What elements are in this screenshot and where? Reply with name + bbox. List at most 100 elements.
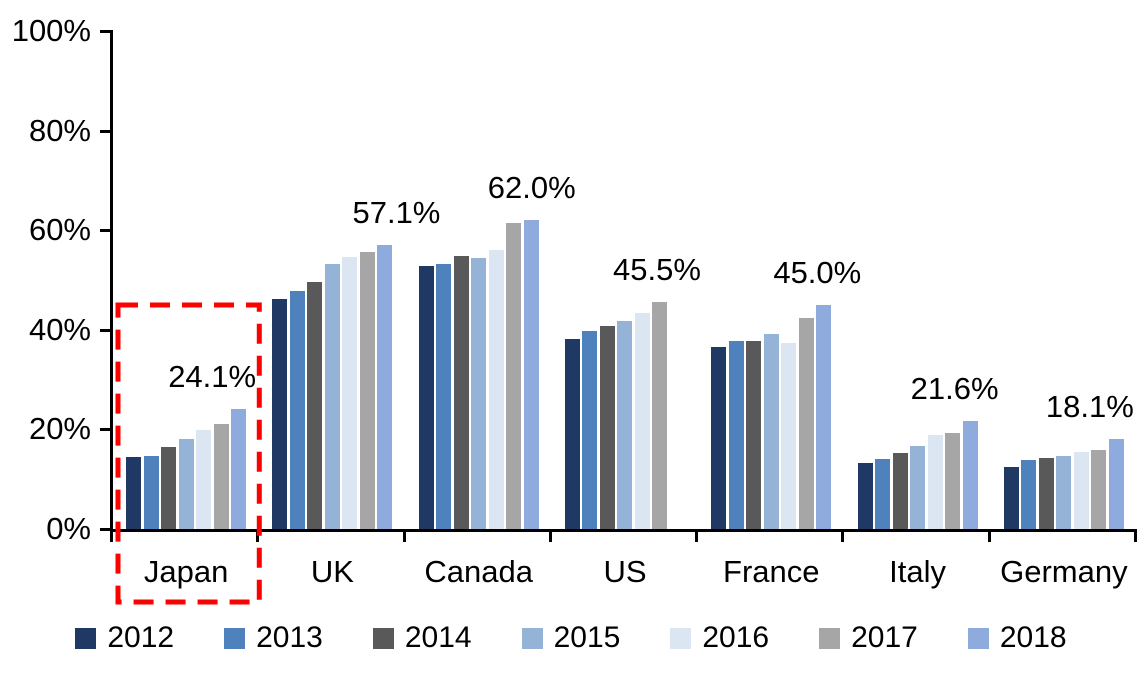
bar-italy-2018 [962,421,978,529]
bar-canada-2018 [523,220,539,529]
y-tick-mark [100,129,113,133]
category-label-italy: Italy [889,554,946,589]
category-label-us: US [603,554,647,589]
bar-japan-2012 [126,456,142,529]
bar-group-france [698,31,844,529]
bar-germany-2015 [1056,455,1072,529]
legend-label-2013: 2013 [256,621,323,654]
bar-italy-2017 [945,433,961,529]
x-tick-mark [1134,529,1137,542]
legend-label-2014: 2014 [404,621,472,654]
legend-item-2016: 2016 [670,621,769,655]
bar-italy-2013 [875,459,891,529]
legend-swatch-2018 [967,627,989,649]
legend-label-2017: 2017 [851,621,918,654]
bar-group-canada [406,31,552,529]
bar-us-2016 [634,313,650,529]
x-tick-mark [256,529,260,542]
legend-label-2018: 2018 [999,621,1067,654]
bar-france-2017 [798,318,814,529]
x-tick-mark [841,529,845,542]
bar-canada-2013 [436,264,452,529]
bar-japan-2018 [231,408,247,529]
bar-us-2015 [617,320,633,529]
y-tick-label: 20% [28,411,91,447]
y-axis [110,31,113,532]
legend-swatch-2017 [819,627,841,649]
x-tick-mark [987,529,991,542]
data-label-germany: 18.1% [1045,388,1134,424]
legend-item-2012: 2012 [75,621,174,655]
data-label-japan: 24.1% [168,358,257,394]
y-tick-mark [100,30,113,33]
y-tick-label: 0% [46,511,91,546]
bar-japan-2016 [196,429,212,529]
bar-japan-2013 [143,455,159,529]
bar-germany-2014 [1038,457,1054,529]
bar-group-japan [113,31,259,529]
legend: 2012 2013 2014 2015 2016 2017 2018 [0,621,1142,655]
bar-group-italy [844,31,990,529]
y-tick-mark [100,528,113,531]
bar-france-2012 [711,347,727,529]
category-label-uk: UK [310,554,354,589]
y-tick-label: 100% [11,13,91,48]
bar-us-2012 [564,338,580,529]
legend-label-2016: 2016 [702,621,770,654]
bar-italy-2014 [892,452,908,529]
legend-label-2015: 2015 [553,621,621,654]
data-label-us: 45.5% [613,252,701,288]
bar-italy-2015 [910,445,926,529]
bar-canada-2016 [488,250,504,529]
bar-japan-2014 [161,446,177,529]
y-tick-mark [100,229,113,233]
bar-france-2013 [728,341,744,529]
legend-item-2013: 2013 [224,621,323,655]
x-tick-mark [110,529,113,542]
data-label-canada: 62.0% [487,170,576,206]
bar-germany-2018 [1108,438,1124,529]
bar-canada-2014 [453,256,469,529]
category-label-canada: Canada [424,554,533,589]
legend-swatch-2013 [224,627,246,649]
bar-group-uk [259,31,405,529]
x-tick-mark [402,529,406,542]
bar-uk-2013 [289,291,305,529]
legend-swatch-2015 [521,627,543,649]
legend-swatch-2012 [75,627,97,649]
y-tick-label: 80% [28,112,91,148]
legend-swatch-2016 [670,627,692,649]
bar-germany-2016 [1073,452,1089,529]
bar-us-2013 [582,330,598,529]
bar-us-2017 [652,302,668,529]
bar-japan-2017 [213,424,229,529]
y-tick-label: 40% [28,311,91,347]
y-tick-label: 60% [28,212,91,248]
bar-us-2014 [599,325,615,529]
bar-france-2015 [763,333,779,529]
bar-uk-2012 [272,298,288,529]
bar-canada-2017 [506,222,522,529]
bar-italy-2012 [857,463,873,529]
bar-germany-2013 [1021,460,1037,529]
bar-uk-2014 [307,281,323,529]
data-label-uk: 57.1% [352,194,441,230]
category-label-japan: Japan [143,554,229,589]
category-label-france: France [723,554,820,589]
legend-label-2012: 2012 [107,621,175,654]
data-label-italy: 21.6% [910,371,999,407]
bar-france-2016 [781,343,797,529]
legend-swatch-2014 [372,627,394,649]
legend-item-2014: 2014 [372,621,472,655]
bar-uk-2015 [324,264,340,529]
bar-france-2014 [746,340,762,529]
x-tick-mark [548,529,552,542]
y-tick-mark [100,328,113,332]
category-label-germany: Germany [1000,554,1128,589]
bar-germany-2017 [1091,450,1107,529]
legend-item-2018: 2018 [967,621,1067,655]
legend-item-2017: 2017 [819,621,918,655]
bar-uk-2017 [359,251,375,529]
legend-item-2015: 2015 [521,621,621,655]
bar-france-2018 [816,304,832,529]
